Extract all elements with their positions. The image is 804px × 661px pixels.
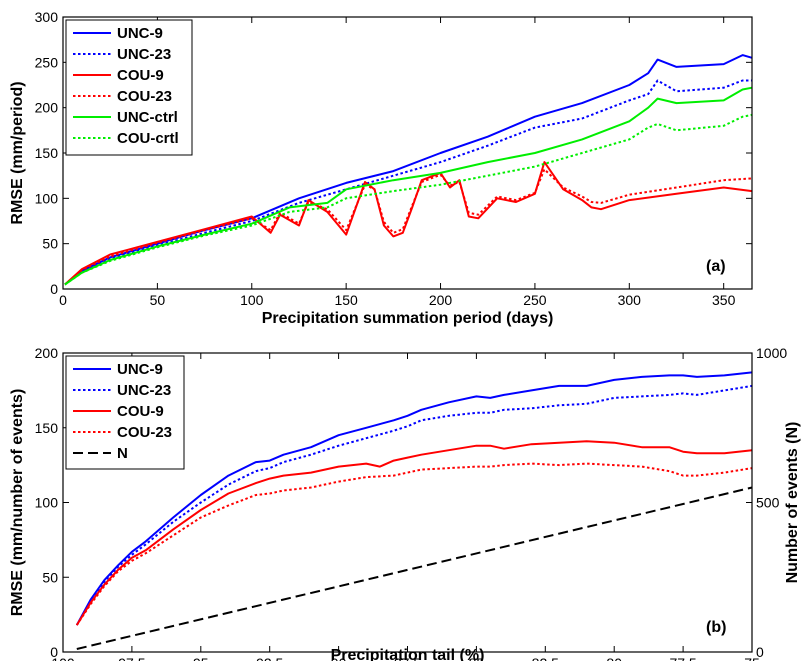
legend-entry: COU-23 — [117, 88, 172, 105]
legend-box — [65, 355, 185, 470]
series-line-cou-23 — [64, 168, 753, 286]
legend-entry: COU-9 — [117, 403, 164, 420]
legend-box — [65, 19, 193, 156]
x-axis-label: Precipitation summation period (days) — [262, 310, 554, 327]
series-line-cou-crtl — [64, 113, 753, 286]
x-tick-label: 350 — [712, 292, 736, 308]
x-tick-label: 75 — [744, 655, 760, 661]
legend-entry: COU-9 — [117, 67, 164, 84]
legend: UNC-9 UNC-23 COU-9 COU-23 N — [65, 355, 185, 470]
y-right-tick-label: 500 — [756, 495, 780, 511]
panel-label: (a) — [706, 258, 726, 275]
x-tick-label: 90 — [331, 655, 347, 661]
y-tick-label: 100 — [35, 495, 59, 511]
x-tick-label: 87.5 — [394, 655, 421, 661]
y-tick-label: 150 — [35, 420, 59, 436]
series-line-unc-23 — [75, 384, 753, 626]
y-tick-label: 200 — [35, 100, 59, 116]
x-tick-label: 77.5 — [669, 655, 696, 661]
x-tick-label: 250 — [523, 292, 547, 308]
y-tick-label: 250 — [35, 54, 59, 70]
y-right-tick-label: 1000 — [756, 345, 787, 361]
legend-entry: UNC-23 — [117, 46, 171, 63]
x-tick-label: 95 — [193, 655, 209, 661]
series-line-unc-9 — [75, 371, 753, 626]
y-tick-label: 50 — [42, 236, 58, 252]
legend-entry: UNC-23 — [117, 382, 171, 399]
legend-entry: N — [117, 445, 128, 462]
y-axis-right-label: Number of events (N) — [784, 422, 801, 584]
series-line-cou-9 — [75, 440, 753, 626]
x-tick-label: 80 — [606, 655, 622, 661]
x-tick-label: 150 — [334, 292, 358, 308]
legend-entry: UNC-9 — [117, 25, 163, 42]
legend-entry: UNC-9 — [117, 361, 163, 378]
series-line-unc-23 — [64, 79, 752, 286]
x-tick-label: 100 — [240, 292, 264, 308]
x-tick-label: 50 — [150, 292, 166, 308]
series-line-cou-9 — [64, 161, 753, 286]
y-tick-label: 300 — [35, 9, 59, 25]
legend-entry: COU-crtl — [117, 130, 179, 147]
legend: UNC-9 UNC-23 COU-9 COU-23 UNC-ctrl COU-crtl — [65, 19, 193, 156]
legend-entry: UNC-ctrl — [117, 109, 178, 126]
y-tick-label: 0 — [50, 281, 58, 297]
y-tick-label: 200 — [35, 345, 59, 361]
series-line-n — [76, 486, 753, 650]
y-axis-label: RMSE (mm/number of events) — [9, 389, 26, 617]
panel-a-chart: 0 50 100 150 200 250 300 350 0 50 100 150 200 250 300 P… — [9, 9, 753, 327]
panel-label: (b) — [706, 619, 726, 636]
y-tick-label: 0 — [50, 644, 58, 660]
panel-b-chart: 10097.59592.59087.58582.58077.5750501001… — [9, 345, 801, 661]
x-tick-label: 82.5 — [532, 655, 559, 661]
y-tick-label: 50 — [42, 569, 58, 585]
x-tick-label: 300 — [618, 292, 642, 308]
x-tick-label: 100 — [51, 655, 75, 661]
x-tick-label: 97.5 — [118, 655, 145, 661]
y-axis-label: RMSE (mm/period) — [9, 81, 26, 224]
x-tick-label: 200 — [429, 292, 453, 308]
x-tick-label: 92.5 — [256, 655, 283, 661]
x-tick-label: 0 — [59, 292, 67, 308]
legend-entry: COU-23 — [117, 424, 172, 441]
y-right-tick-label: 0 — [756, 644, 764, 660]
series-line-cou-23 — [75, 462, 753, 626]
x-tick-label: 85 — [469, 655, 485, 661]
y-tick-label: 150 — [35, 145, 59, 161]
x-axis-label: Precipitation tail (%) — [331, 647, 485, 661]
y-tick-label: 100 — [35, 190, 59, 206]
